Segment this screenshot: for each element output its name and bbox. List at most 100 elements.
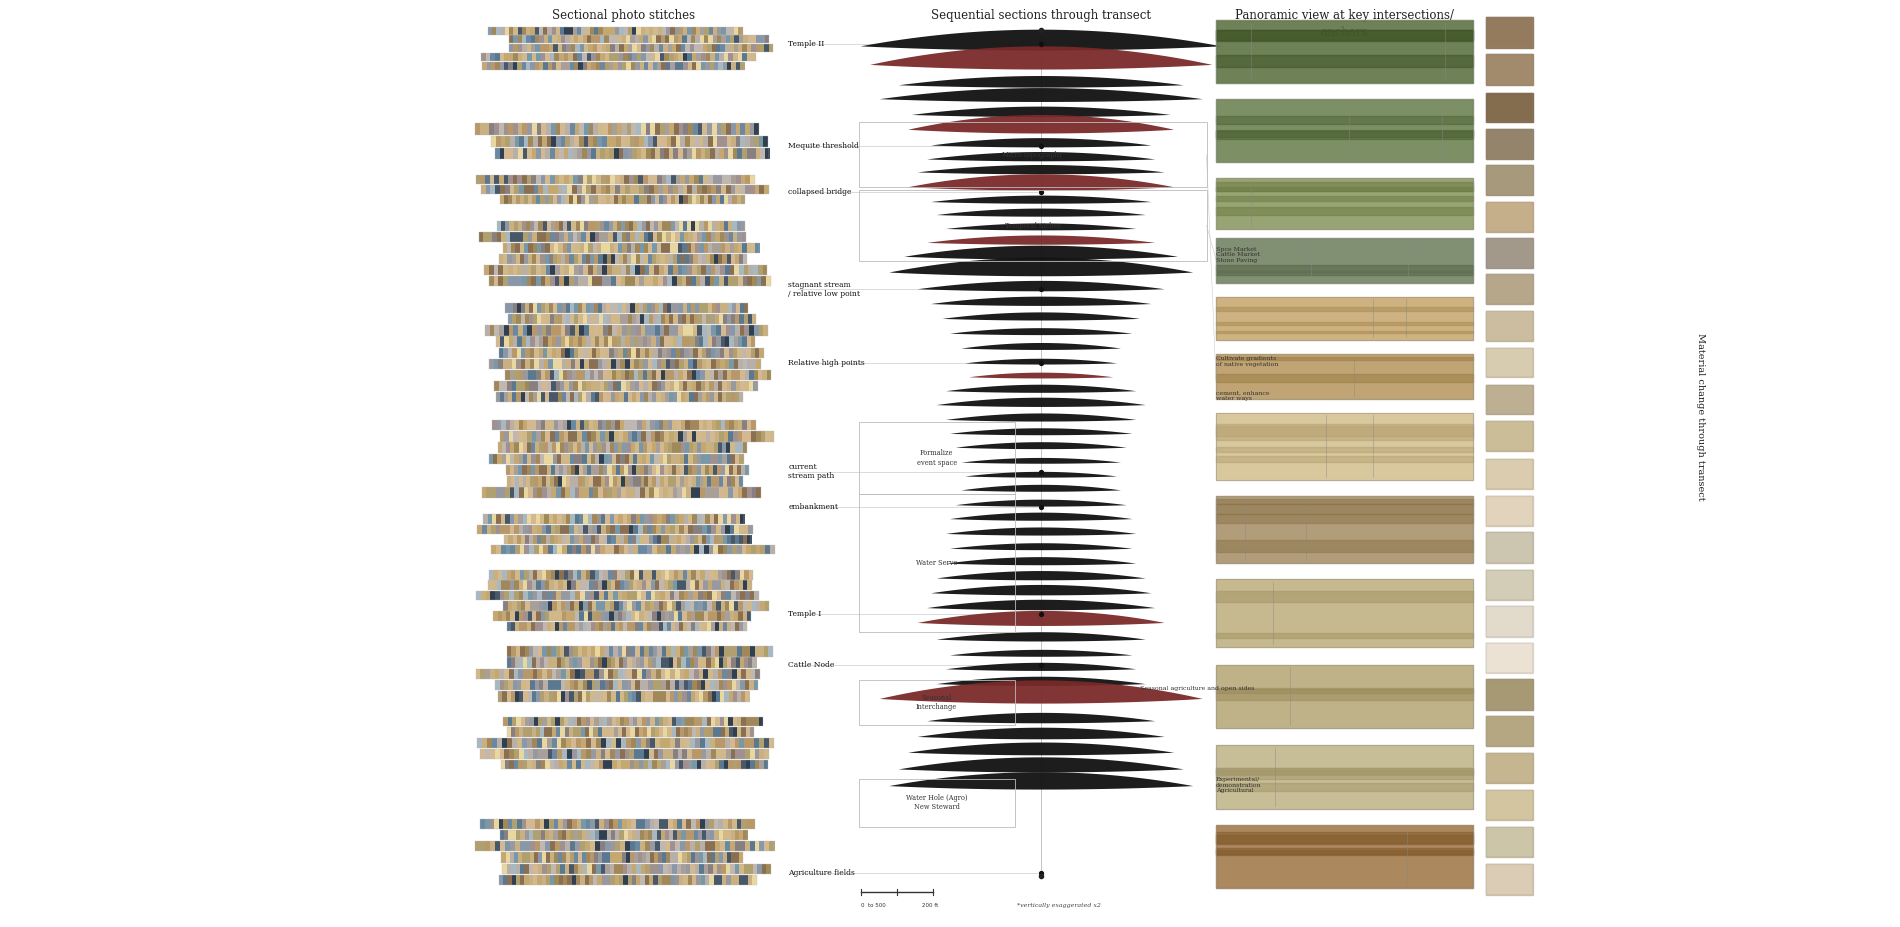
Bar bbox=[659, 195, 663, 204]
Bar bbox=[519, 44, 522, 52]
Bar bbox=[741, 233, 747, 242]
Bar bbox=[720, 749, 726, 758]
Bar bbox=[750, 431, 756, 441]
Bar bbox=[654, 265, 659, 274]
Bar bbox=[610, 728, 614, 737]
Bar bbox=[680, 525, 684, 534]
Bar bbox=[676, 819, 682, 829]
Bar bbox=[598, 453, 604, 464]
Bar bbox=[616, 692, 619, 702]
Bar bbox=[543, 601, 547, 611]
Bar bbox=[1216, 30, 1472, 41]
Bar bbox=[726, 852, 732, 863]
Bar bbox=[697, 525, 703, 534]
Bar bbox=[519, 325, 522, 336]
Bar bbox=[600, 601, 606, 611]
Bar bbox=[703, 222, 709, 232]
Bar bbox=[587, 185, 591, 194]
Bar bbox=[498, 570, 502, 579]
Bar bbox=[659, 148, 665, 159]
Bar bbox=[557, 692, 560, 702]
Bar bbox=[509, 27, 513, 34]
Bar bbox=[524, 535, 530, 544]
Bar bbox=[545, 819, 549, 829]
Bar bbox=[678, 53, 682, 61]
Bar bbox=[735, 864, 739, 874]
Bar bbox=[608, 233, 612, 242]
Bar bbox=[669, 325, 674, 336]
Bar bbox=[648, 657, 652, 667]
Bar bbox=[644, 622, 648, 631]
Bar bbox=[694, 420, 699, 430]
Bar bbox=[636, 314, 640, 324]
Bar bbox=[528, 535, 534, 544]
Bar bbox=[484, 841, 490, 851]
Bar bbox=[619, 525, 625, 534]
Bar bbox=[545, 243, 549, 253]
Bar bbox=[707, 420, 712, 430]
Bar bbox=[578, 646, 581, 656]
Bar bbox=[756, 359, 760, 369]
Bar bbox=[551, 265, 555, 274]
Bar bbox=[606, 44, 610, 52]
Bar bbox=[553, 580, 559, 590]
Bar bbox=[553, 852, 559, 863]
Bar bbox=[488, 580, 752, 590]
Bar bbox=[718, 442, 722, 452]
Bar bbox=[692, 303, 695, 313]
Bar bbox=[593, 243, 597, 253]
Bar bbox=[542, 243, 545, 253]
Bar bbox=[542, 852, 545, 863]
Bar bbox=[636, 476, 640, 487]
Bar bbox=[536, 44, 540, 52]
Bar bbox=[486, 590, 490, 601]
Bar bbox=[766, 545, 770, 554]
Bar bbox=[754, 841, 760, 851]
Bar bbox=[580, 44, 583, 52]
Bar bbox=[500, 590, 505, 601]
Bar bbox=[631, 233, 635, 242]
Bar bbox=[526, 27, 530, 34]
Bar bbox=[682, 692, 686, 702]
Bar bbox=[640, 61, 644, 70]
Bar bbox=[621, 135, 625, 147]
Bar bbox=[652, 545, 657, 554]
Bar bbox=[570, 35, 574, 44]
Bar bbox=[669, 465, 673, 476]
Bar bbox=[1216, 590, 1472, 602]
Bar bbox=[598, 195, 602, 204]
Bar bbox=[562, 612, 566, 621]
Bar bbox=[522, 27, 526, 34]
Bar bbox=[661, 61, 665, 70]
Bar bbox=[621, 325, 627, 336]
Bar bbox=[743, 525, 749, 534]
Bar bbox=[1486, 827, 1533, 857]
Bar bbox=[528, 830, 532, 840]
Bar bbox=[711, 535, 714, 544]
Bar bbox=[521, 717, 524, 727]
Bar bbox=[618, 123, 621, 134]
Bar bbox=[517, 359, 521, 369]
Bar bbox=[509, 61, 513, 70]
Bar bbox=[481, 175, 484, 184]
Bar bbox=[735, 590, 741, 601]
Bar bbox=[633, 392, 636, 402]
Bar bbox=[618, 488, 621, 498]
Bar bbox=[553, 61, 557, 70]
Bar bbox=[559, 852, 562, 863]
Bar bbox=[608, 222, 614, 232]
Bar bbox=[707, 254, 711, 264]
Bar bbox=[610, 254, 616, 264]
Bar bbox=[488, 570, 494, 579]
Bar bbox=[621, 35, 627, 44]
Polygon shape bbox=[927, 600, 1155, 610]
Bar bbox=[722, 254, 726, 264]
Bar bbox=[678, 243, 682, 253]
Bar bbox=[747, 646, 750, 656]
Bar bbox=[496, 148, 770, 159]
Bar bbox=[690, 44, 693, 52]
Bar bbox=[701, 749, 707, 758]
Bar bbox=[694, 135, 699, 147]
Bar bbox=[566, 590, 570, 601]
Bar bbox=[650, 44, 654, 52]
